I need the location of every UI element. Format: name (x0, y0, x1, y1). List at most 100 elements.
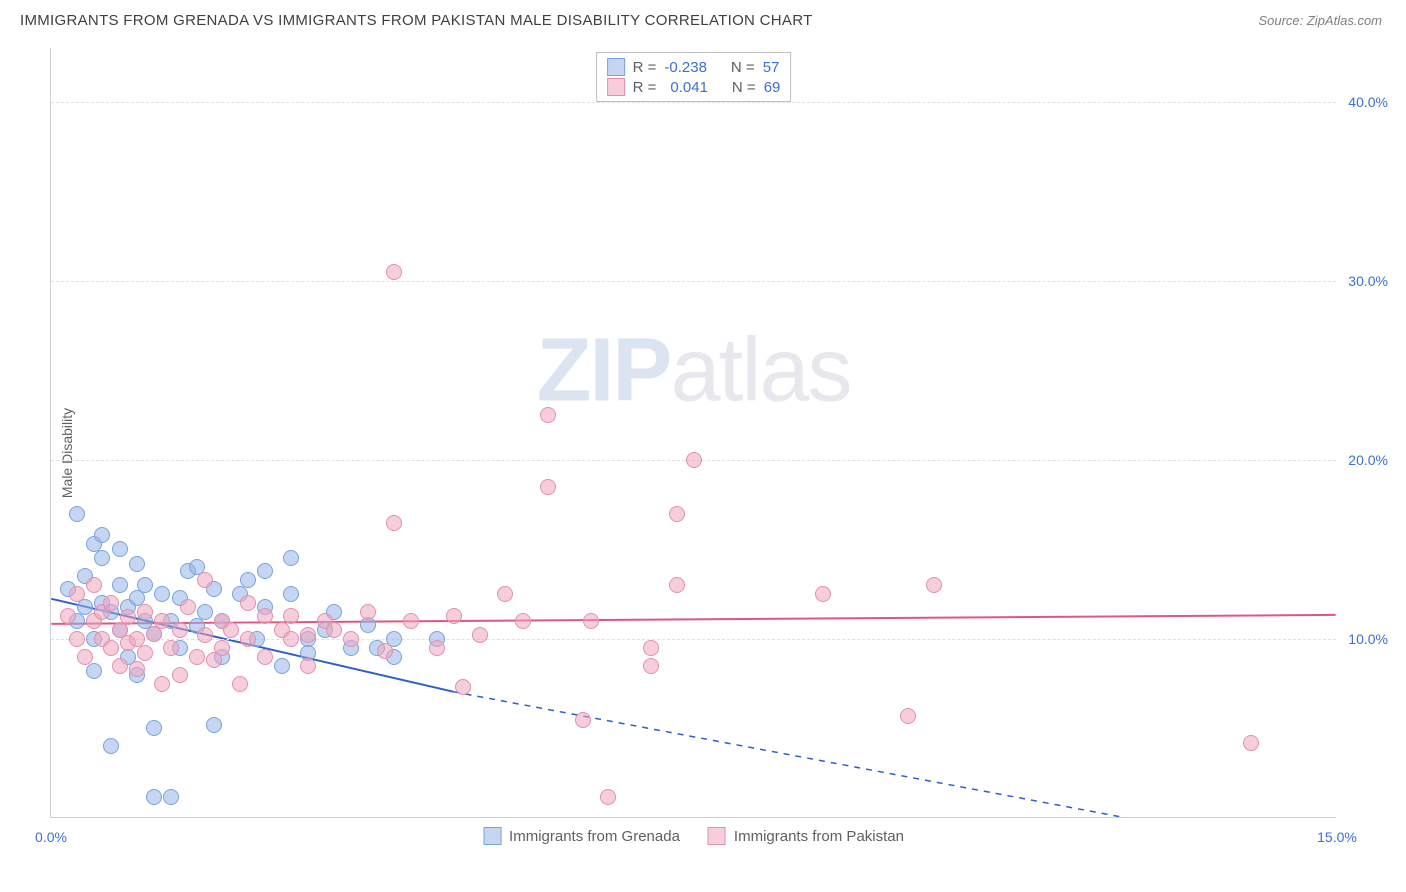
scatter-point (86, 663, 102, 679)
legend-n-label: N = (732, 79, 756, 96)
scatter-point (137, 604, 153, 620)
scatter-point (669, 506, 685, 522)
scatter-point (77, 649, 93, 665)
scatter-point (515, 613, 531, 629)
scatter-point (172, 667, 188, 683)
scatter-point (206, 717, 222, 733)
scatter-point (94, 527, 110, 543)
scatter-point (112, 541, 128, 557)
scatter-point (240, 595, 256, 611)
legend-swatch-pakistan (708, 827, 726, 845)
scatter-point (146, 720, 162, 736)
scatter-point (94, 550, 110, 566)
scatter-point (343, 631, 359, 647)
scatter-point (163, 640, 179, 656)
scatter-point (197, 627, 213, 643)
scatter-point (257, 608, 273, 624)
header-bar: IMMIGRANTS FROM GRENADA VS IMMIGRANTS FR… (0, 0, 1406, 33)
scatter-point (472, 627, 488, 643)
scatter-point (112, 658, 128, 674)
scatter-point (129, 661, 145, 677)
legend-label-grenada: Immigrants from Grenada (509, 828, 680, 845)
scatter-point (223, 622, 239, 638)
scatter-point (214, 640, 230, 656)
scatter-point (240, 631, 256, 647)
scatter-point (232, 676, 248, 692)
scatter-point (926, 577, 942, 593)
scatter-point (429, 640, 445, 656)
plot-area: ZIPatlas R = -0.238 N = 57 R = 0.041 N =… (50, 48, 1336, 818)
watermark-zip: ZIP (536, 320, 670, 420)
scatter-point (815, 586, 831, 602)
legend-n-value-2: 69 (764, 79, 781, 96)
scatter-point (540, 407, 556, 423)
trend-lines-svg (51, 48, 1336, 817)
scatter-point (497, 586, 513, 602)
legend-r-value-2: 0.041 (664, 79, 708, 96)
scatter-point (300, 658, 316, 674)
scatter-point (1243, 735, 1259, 751)
legend-stats: R = -0.238 N = 57 R = 0.041 N = 69 (596, 52, 792, 102)
scatter-point (446, 608, 462, 624)
scatter-point (69, 586, 85, 602)
scatter-point (360, 604, 376, 620)
legend-item-grenada: Immigrants from Grenada (483, 827, 680, 845)
legend-r-value-1: -0.238 (664, 59, 707, 76)
legend-swatch-pakistan (607, 78, 625, 96)
legend-label-pakistan: Immigrants from Pakistan (734, 828, 904, 845)
legend-r-label: R = (633, 79, 657, 96)
scatter-point (86, 577, 102, 593)
scatter-point (300, 627, 316, 643)
y-tick-label: 10.0% (1348, 631, 1388, 647)
legend-stats-row-1: R = -0.238 N = 57 (607, 57, 781, 77)
scatter-point (69, 631, 85, 647)
scatter-point (197, 604, 213, 620)
scatter-point (583, 613, 599, 629)
legend-series: Immigrants from Grenada Immigrants from … (483, 827, 904, 845)
scatter-point (154, 676, 170, 692)
scatter-point (60, 608, 76, 624)
scatter-point (540, 479, 556, 495)
scatter-point (377, 643, 393, 659)
scatter-point (137, 577, 153, 593)
y-tick-label: 30.0% (1348, 273, 1388, 289)
scatter-point (137, 645, 153, 661)
scatter-point (274, 658, 290, 674)
x-tick-label: 0.0% (35, 829, 67, 845)
scatter-point (112, 577, 128, 593)
scatter-point (900, 708, 916, 724)
legend-n-value-1: 57 (763, 59, 780, 76)
scatter-point (257, 563, 273, 579)
legend-r-label: R = (633, 59, 657, 76)
chart-title: IMMIGRANTS FROM GRENADA VS IMMIGRANTS FR… (20, 12, 813, 29)
scatter-point (69, 506, 85, 522)
scatter-point (386, 264, 402, 280)
watermark: ZIPatlas (536, 319, 850, 422)
grid-line (51, 281, 1336, 282)
scatter-point (403, 613, 419, 629)
scatter-point (575, 712, 591, 728)
scatter-point (154, 586, 170, 602)
scatter-point (163, 789, 179, 805)
scatter-point (643, 640, 659, 656)
legend-item-pakistan: Immigrants from Pakistan (708, 827, 904, 845)
source-label: Source: ZipAtlas.com (1258, 13, 1382, 28)
scatter-point (686, 452, 702, 468)
scatter-point (103, 738, 119, 754)
scatter-point (283, 608, 299, 624)
scatter-point (643, 658, 659, 674)
scatter-point (129, 556, 145, 572)
scatter-point (283, 550, 299, 566)
chart-container: Male Disability ZIPatlas R = -0.238 N = … (50, 48, 1380, 858)
scatter-point (283, 631, 299, 647)
y-tick-label: 20.0% (1348, 452, 1388, 468)
scatter-point (386, 515, 402, 531)
scatter-point (600, 789, 616, 805)
legend-swatch-grenada (607, 58, 625, 76)
scatter-point (172, 622, 188, 638)
scatter-point (103, 640, 119, 656)
scatter-point (180, 599, 196, 615)
watermark-atlas: atlas (670, 320, 850, 420)
y-tick-label: 40.0% (1348, 94, 1388, 110)
scatter-point (240, 572, 256, 588)
